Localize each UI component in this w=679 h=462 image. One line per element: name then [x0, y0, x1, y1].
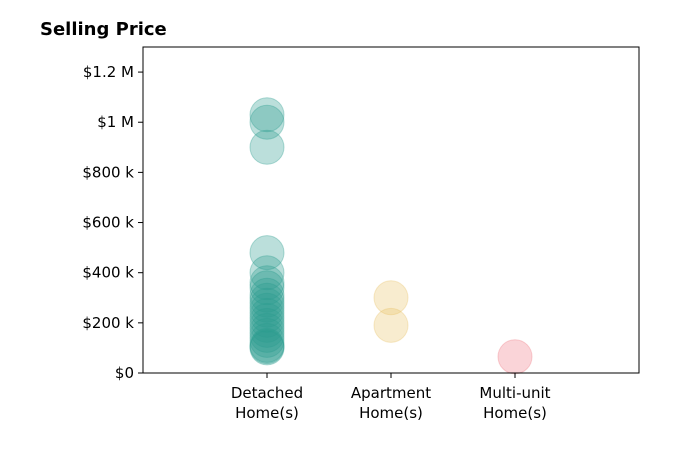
x-tick-label: Apartment Home(s): [351, 384, 431, 422]
y-tick-label: $1 M: [97, 113, 134, 131]
data-point: [373, 280, 409, 316]
y-tick-label: $0: [115, 364, 134, 382]
data-point: [249, 282, 285, 318]
plot-marks: [249, 97, 533, 375]
y-tick-label: $1.2 M: [83, 63, 134, 81]
data-point: [249, 265, 285, 301]
data-point: [249, 270, 285, 306]
y-tick-label: $800 k: [82, 163, 134, 181]
data-point: [249, 97, 285, 133]
data-point: [373, 307, 409, 343]
data-point: [249, 277, 285, 313]
data-point: [249, 307, 285, 343]
data-point: [249, 330, 285, 366]
x-tick-label: Multi-unit Home(s): [479, 384, 550, 422]
data-point: [249, 302, 285, 338]
data-point: [249, 287, 285, 323]
data-point: [249, 327, 285, 363]
data-point: [249, 297, 285, 333]
data-point: [249, 322, 285, 358]
data-point: [249, 329, 285, 365]
data-point: [249, 317, 285, 353]
x-tick-label: Detached Home(s): [231, 384, 303, 422]
data-point: [249, 255, 285, 291]
y-tick-label: $400 k: [82, 264, 134, 282]
data-point: [249, 104, 285, 140]
chart-title: Selling Price: [40, 19, 167, 40]
data-point: [249, 235, 285, 271]
y-tick-label: $600 k: [82, 214, 134, 232]
x-axis: Detached Home(s) Apartment Home(s) Multi-uni…: [231, 373, 551, 422]
data-point: [249, 292, 285, 328]
y-tick-label: $200 k: [82, 314, 134, 332]
data-point: [249, 312, 285, 348]
data-point: [497, 339, 533, 375]
data-point: [249, 129, 285, 165]
y-axis: $0 $200 k $400 k $600 k $800 k $1 M $1.2 M: [82, 63, 143, 382]
